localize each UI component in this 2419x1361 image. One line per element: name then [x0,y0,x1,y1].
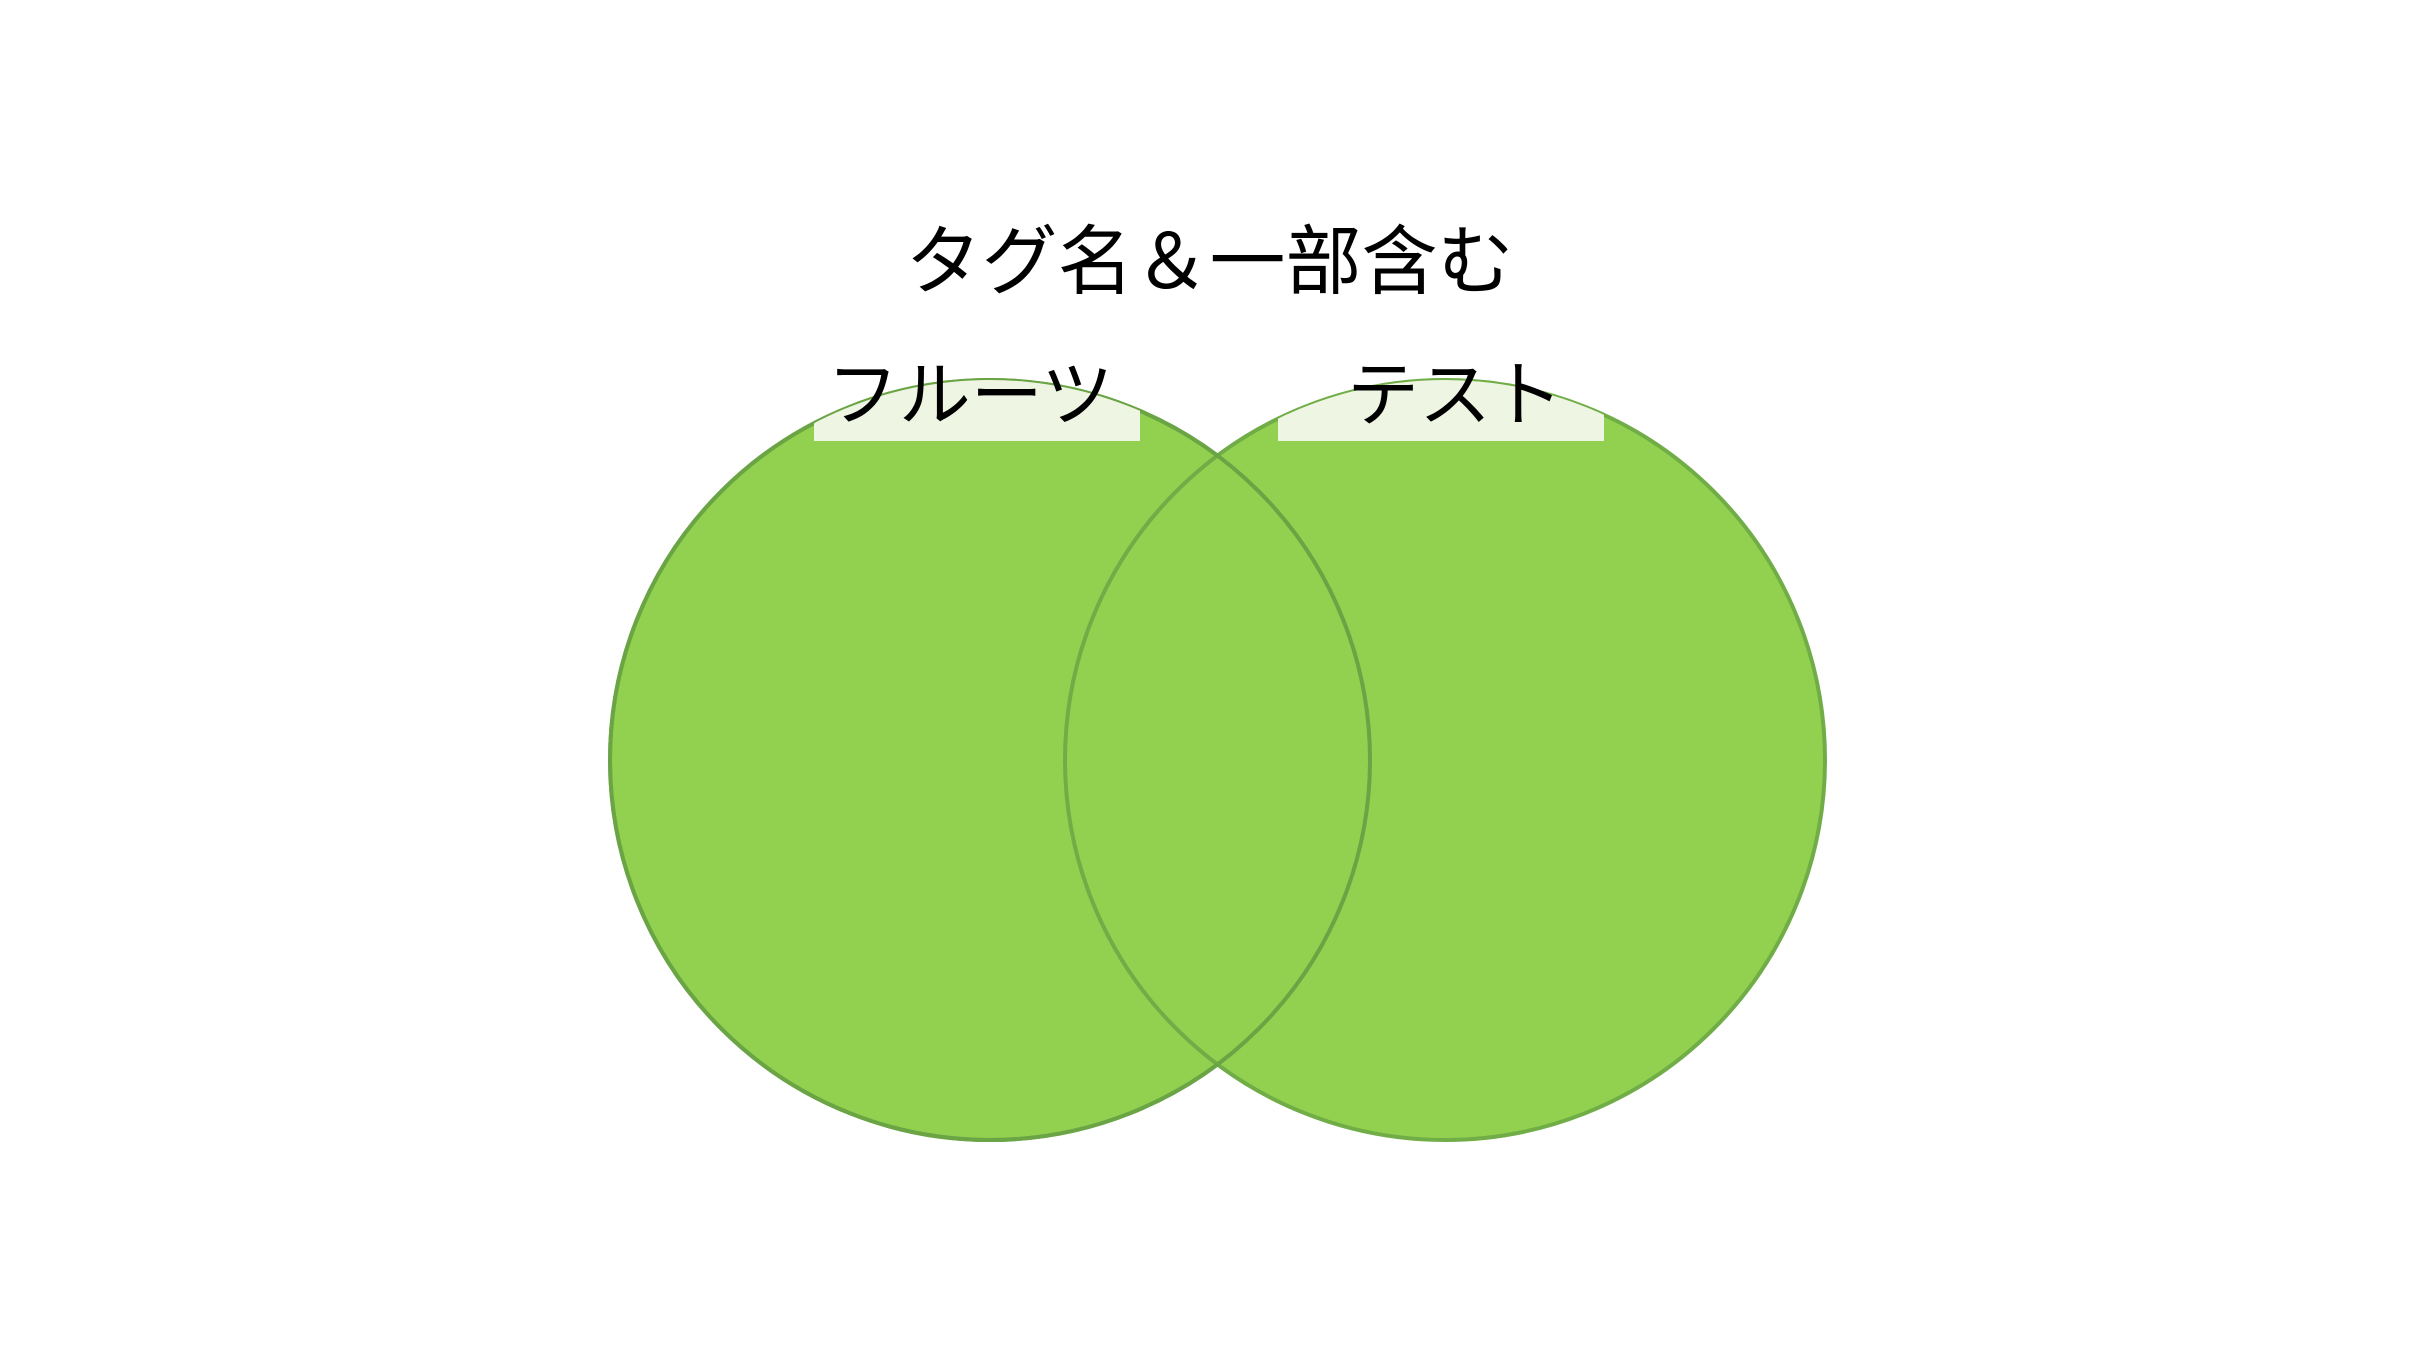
diagram-title: タグ名＆一部含む [905,217,1514,306]
set-label-test: テスト [1346,353,1563,437]
set-label-fruits: フルーツ [826,353,1114,437]
set-circle-right [1063,378,1827,1142]
